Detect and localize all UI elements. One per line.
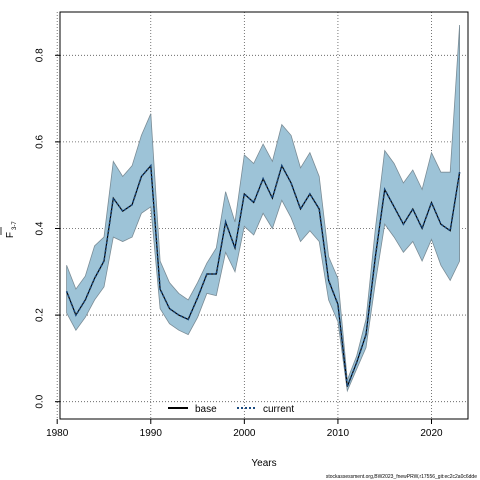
- y-tick-label-2: 0.4: [35, 221, 46, 235]
- y-axis-title-subscript: 3-7: [12, 221, 18, 230]
- plot-frame: [59, 11, 469, 420]
- x-tick-label-2010: 2010: [327, 428, 350, 439]
- x-tick-label-1980: 1980: [46, 428, 69, 439]
- legend-current-label: current: [263, 404, 294, 415]
- y-tick-label-1: 0.2: [35, 308, 46, 322]
- y-axis-title-main: F: [5, 232, 16, 238]
- x-axis-ticks: 1980 1990 2000 2010 2020: [46, 419, 443, 439]
- x-tick-label-2020: 2020: [420, 428, 443, 439]
- legend: base current: [168, 404, 294, 415]
- legend-base-label: base: [195, 404, 217, 415]
- x-axis-title: Years: [251, 458, 276, 469]
- series-current-line: [65, 163, 461, 387]
- y-axis-title: F 3-7: [0, 221, 18, 238]
- footnote: stockassessment.org,BW2023_fnewPRW,r1755…: [326, 474, 477, 480]
- y-tick-label-3: 0.6: [35, 135, 46, 149]
- y-tick-label-4: 0.8: [35, 48, 46, 62]
- x-tick-label-2000: 2000: [233, 428, 256, 439]
- y-axis-ticks: 0.0 0.2 0.4 0.6 0.8: [35, 48, 60, 409]
- y-tick-label-0: 0.0: [35, 394, 46, 408]
- x-tick-label-1990: 1990: [140, 428, 163, 439]
